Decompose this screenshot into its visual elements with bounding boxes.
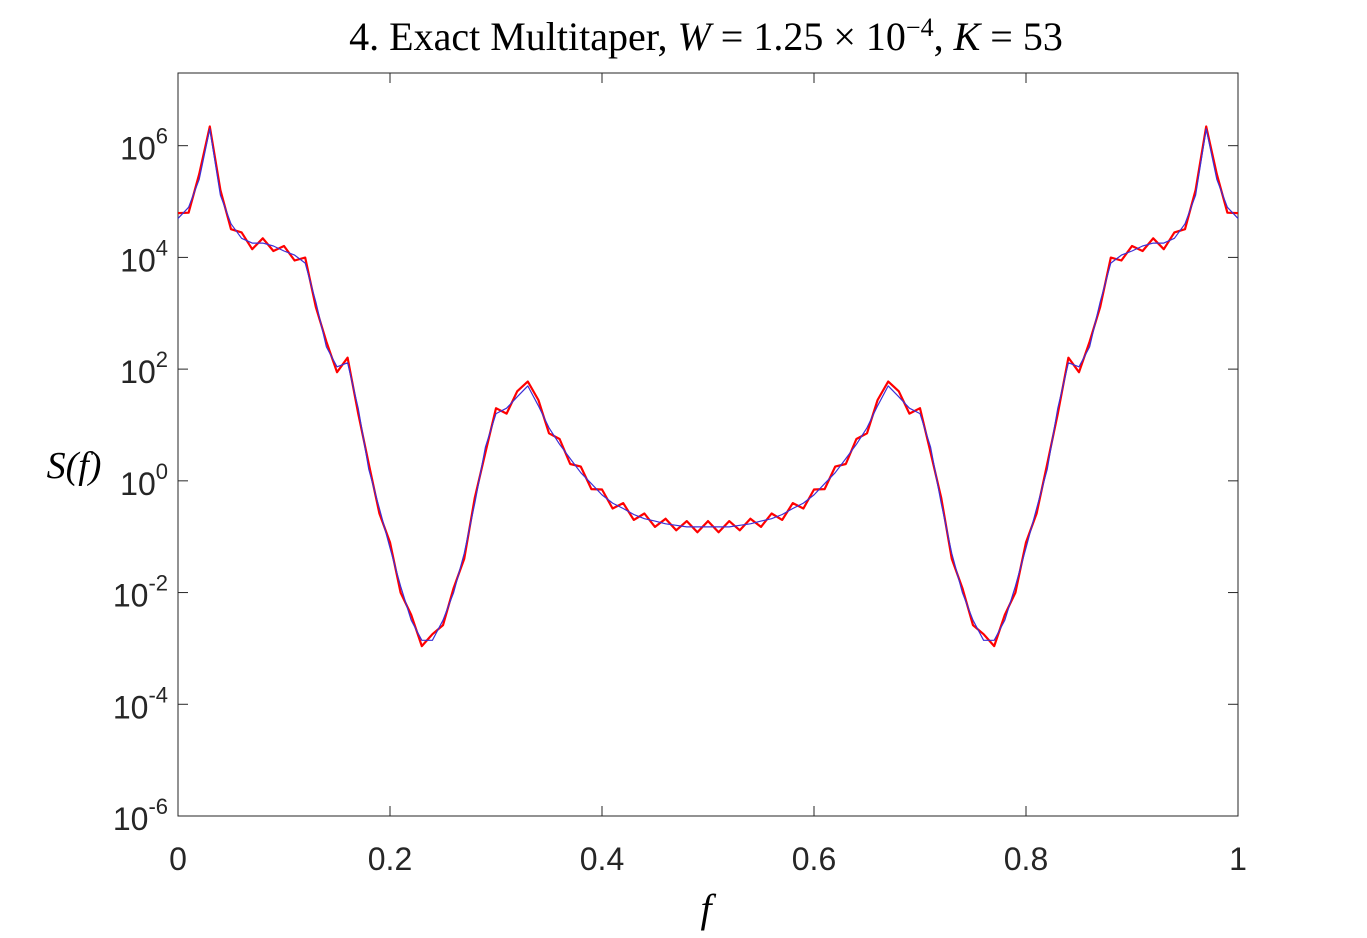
y-tick-base: 10 [120,354,156,390]
y-tick-exponent: 2 [156,347,168,372]
title-part: , [934,14,954,59]
x-tick-label: 0.8 [1004,841,1048,877]
data-line [177,125,1239,648]
data-line [177,128,1239,641]
x-axis-label: f [700,886,716,931]
y-tick-label: 100 [120,459,168,502]
title-part: = 1.25 × 10 [711,14,906,59]
y-tick-label: 104 [120,235,168,278]
y-tick-exponent: -6 [148,794,168,819]
y-tick-label: 10-4 [113,682,168,725]
chart-title: 4. Exact Multitaper, W = 1.25 × 10−4, K … [349,13,1063,60]
y-tick-exponent: -2 [148,571,168,596]
y-tick-base: 10 [120,242,156,278]
x-tick-label: 0.2 [368,841,412,877]
x-tick-label: 0.6 [792,841,836,877]
y-tick-label: 102 [120,347,168,390]
title-part: W [677,14,714,59]
title-part: 4. Exact Multitaper, [349,14,677,59]
title-part: = 53 [980,14,1063,59]
y-tick-label: 10-6 [113,794,168,837]
y-tick-base: 10 [120,131,156,167]
y-tick-exponent: 0 [156,459,168,484]
x-tick-label: 0 [169,841,187,877]
y-tick-label: 106 [120,124,168,167]
y-axis-label: S(f) [47,445,102,487]
y-tick-label: 10-2 [113,571,168,614]
x-tick-label: 1 [1229,841,1247,877]
title-part: K [953,14,983,59]
plot-area [177,72,1239,817]
y-tick-exponent: -4 [148,682,168,707]
y-tick-base: 10 [113,578,149,614]
title-part: −4 [906,13,934,42]
y-tick-base: 10 [113,801,149,837]
y-tick-base: 10 [120,466,156,502]
x-tick-label: 0.4 [580,841,624,877]
y-tick-exponent: 6 [156,124,168,149]
y-tick-exponent: 4 [156,235,168,260]
y-tick-base: 10 [113,689,149,725]
